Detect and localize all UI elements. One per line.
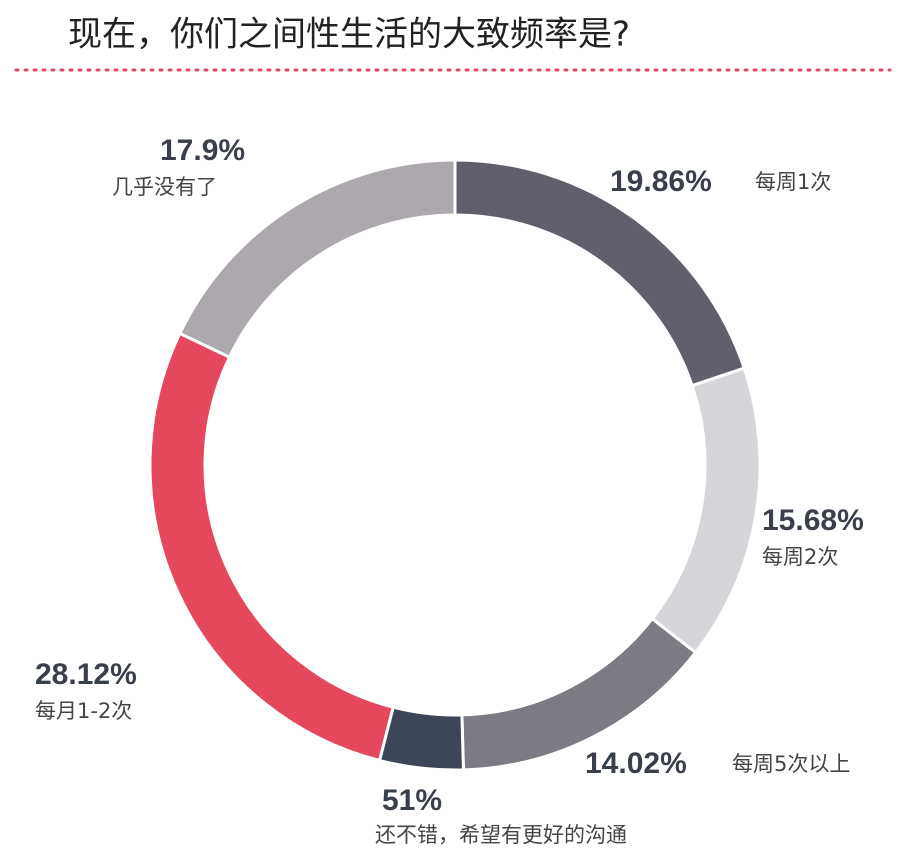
value-label: 19.86% (610, 165, 712, 198)
category-label: 还不错，希望有更好的沟通 (375, 823, 627, 847)
category-label: 几乎没有了 (112, 175, 217, 199)
chart-title: 现在，你们之间性生活的大致频率是? (68, 15, 630, 55)
donut-slice (177, 158, 457, 360)
donut-slice (650, 366, 762, 655)
value-label: 14.02% (585, 747, 687, 780)
category-label: 每周2次 (762, 545, 838, 569)
annotation: 51% (382, 784, 442, 817)
value-label: 28.12% (35, 658, 137, 691)
category-label: 每月1-2次 (35, 699, 132, 723)
value-label: 15.68% (762, 504, 864, 537)
donut-slice (148, 331, 395, 763)
category-label: 每周5次以上 (732, 752, 850, 776)
value-label: 17.9% (160, 134, 245, 167)
category-label: 每周1次 (755, 170, 831, 194)
